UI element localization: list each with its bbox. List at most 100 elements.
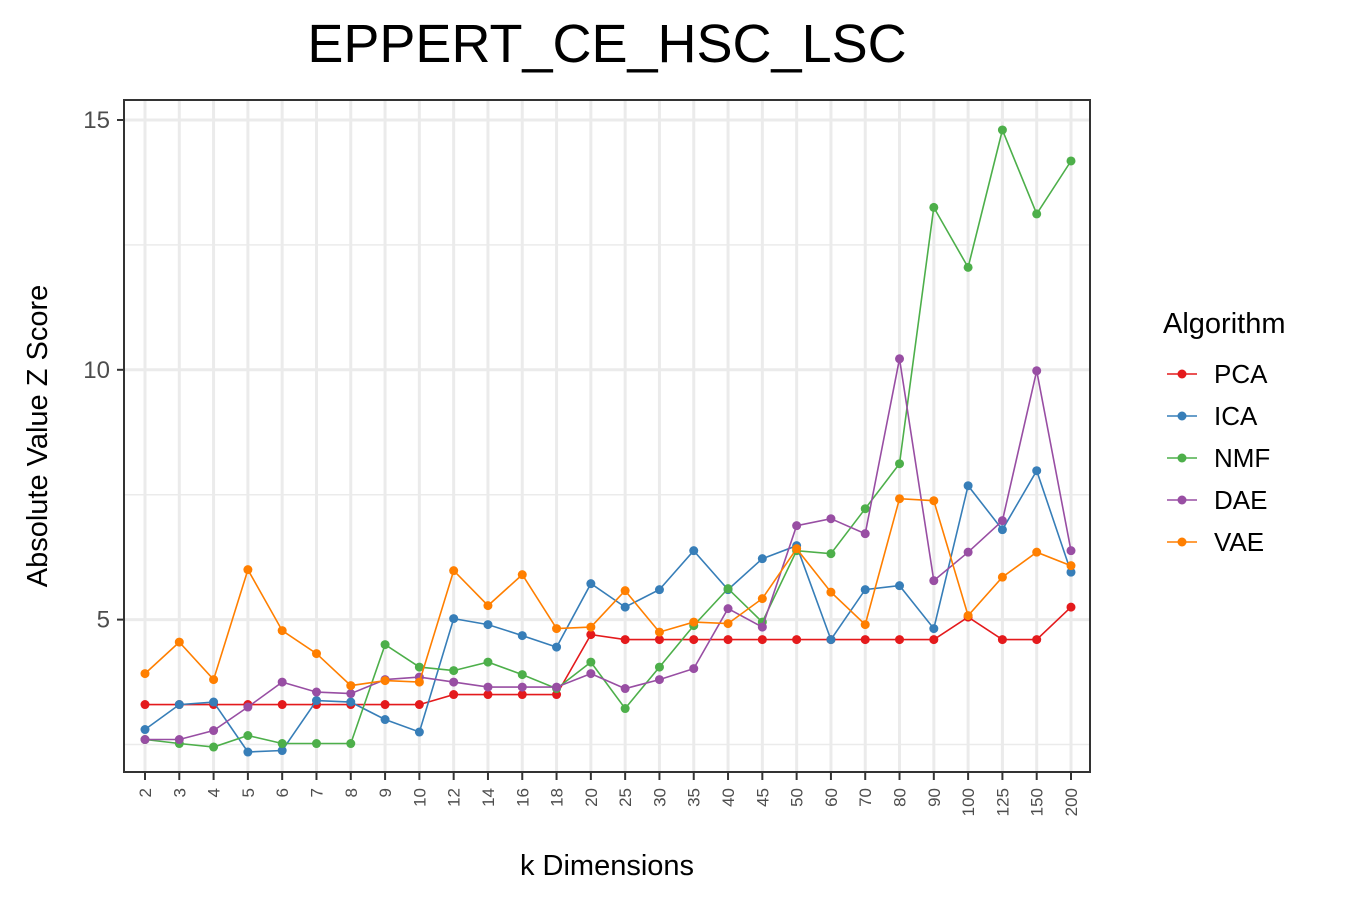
data-point-vae: [895, 494, 905, 504]
x-tick-label: 150: [1028, 788, 1047, 816]
data-point-vae: [723, 619, 733, 629]
series-line-ica: [144, 468, 1072, 753]
data-point-dae: [209, 726, 219, 736]
x-tick-label: 50: [788, 788, 807, 807]
legend-item-pca: PCA: [1167, 359, 1268, 389]
data-point-pca: [895, 635, 905, 645]
data-point-nmf: [929, 202, 939, 212]
x-tick-label: 20: [582, 788, 601, 807]
x-tick-label: 35: [685, 788, 704, 807]
data-point-nmf: [311, 739, 321, 749]
data-point-vae: [1066, 561, 1076, 571]
legend-marker-vae: [1177, 537, 1187, 547]
data-point-ica: [997, 525, 1007, 535]
data-point-ica: [311, 696, 321, 706]
data-point-pca: [792, 635, 802, 645]
data-point-vae: [586, 622, 596, 632]
series-line-vae: [144, 497, 1072, 687]
data-point-dae: [243, 702, 253, 712]
chart-title: EPPERT_CE_HSC_LSC: [307, 14, 906, 74]
data-point-nmf: [826, 549, 836, 559]
data-point-pca: [997, 635, 1007, 645]
data-point-pca: [860, 635, 870, 645]
data-point-vae: [380, 676, 390, 686]
x-axis-title: k Dimensions: [520, 850, 694, 882]
data-point-pca: [586, 630, 596, 640]
data-point-ica: [449, 614, 459, 624]
data-point-dae: [997, 516, 1007, 526]
y-axis-title: Absolute Value Z Score: [22, 285, 54, 588]
x-tick-label: 125: [993, 788, 1012, 816]
data-point-nmf: [586, 657, 596, 667]
data-point-dae: [723, 604, 733, 614]
data-point-nmf: [517, 670, 527, 680]
x-tick-label: 12: [445, 788, 464, 807]
data-point-ica: [380, 715, 390, 725]
data-point-vae: [552, 624, 562, 634]
data-point-vae: [209, 675, 219, 685]
legend-item-nmf: NMF: [1167, 443, 1270, 473]
data-point-pca: [517, 690, 527, 700]
legend-item-ica: ICA: [1167, 401, 1258, 431]
data-point-pca: [1032, 635, 1042, 645]
data-point-pca: [620, 635, 630, 645]
data-point-ica: [209, 697, 219, 707]
data-point-dae: [1066, 546, 1076, 556]
legend: Algorithm PCA ICA NMF DAE VAE: [1163, 308, 1286, 557]
series-line-dae: [145, 358, 1072, 741]
data-point-dae: [895, 354, 905, 364]
data-point-dae: [449, 677, 459, 687]
data-point-nmf: [963, 262, 973, 272]
data-point-nmf: [654, 662, 664, 672]
data-point-vae: [140, 669, 150, 679]
data-point-nmf: [1066, 156, 1076, 166]
data-point-nmf: [895, 459, 905, 469]
data-point-vae: [243, 565, 253, 575]
data-point-ica: [895, 581, 905, 591]
x-tick-label: 16: [513, 788, 532, 807]
legend-label-dae: DAE: [1214, 485, 1267, 515]
data-point-nmf: [723, 584, 733, 594]
data-point-pca: [723, 635, 733, 645]
data-point-dae: [826, 514, 836, 524]
data-point-dae: [586, 669, 596, 679]
series-vae: [140, 494, 1076, 691]
data-point-dae: [552, 682, 562, 692]
data-point-ica: [483, 620, 493, 630]
data-point-pca: [929, 635, 939, 645]
data-point-dae: [757, 622, 767, 632]
data-point-pca: [1066, 602, 1076, 612]
data-point-nmf: [414, 662, 424, 672]
data-point-dae: [929, 576, 939, 586]
data-point-ica: [654, 585, 664, 595]
legend-label-ica: ICA: [1214, 401, 1258, 431]
data-point-nmf: [346, 739, 356, 749]
data-point-ica: [552, 642, 562, 652]
legend-item-dae: DAE: [1167, 485, 1267, 515]
data-point-vae: [1032, 547, 1042, 557]
data-point-vae: [757, 594, 767, 604]
x-tick-label: 200: [1062, 788, 1081, 816]
data-point-nmf: [277, 739, 287, 749]
y-tick-label: 10: [83, 357, 110, 384]
x-tick-label: 3: [170, 788, 189, 797]
x-tick-label: 60: [822, 788, 841, 807]
data-point-dae: [277, 677, 287, 687]
data-point-vae: [311, 649, 321, 659]
x-tick-label: 6: [273, 788, 292, 797]
x-tick-label: 8: [342, 788, 361, 797]
data-point-nmf: [997, 125, 1007, 135]
y-tick-label: 5: [97, 607, 110, 634]
data-point-vae: [997, 572, 1007, 582]
x-tick-label: 5: [239, 788, 258, 797]
series-layer: [140, 125, 1076, 757]
data-point-vae: [483, 601, 493, 611]
data-point-nmf: [449, 666, 459, 676]
data-point-ica: [277, 746, 287, 756]
series-line-nmf: [144, 127, 1072, 748]
data-point-vae: [860, 620, 870, 630]
data-point-dae: [620, 684, 630, 694]
x-tick-label: 80: [891, 788, 910, 807]
data-point-vae: [654, 627, 664, 637]
